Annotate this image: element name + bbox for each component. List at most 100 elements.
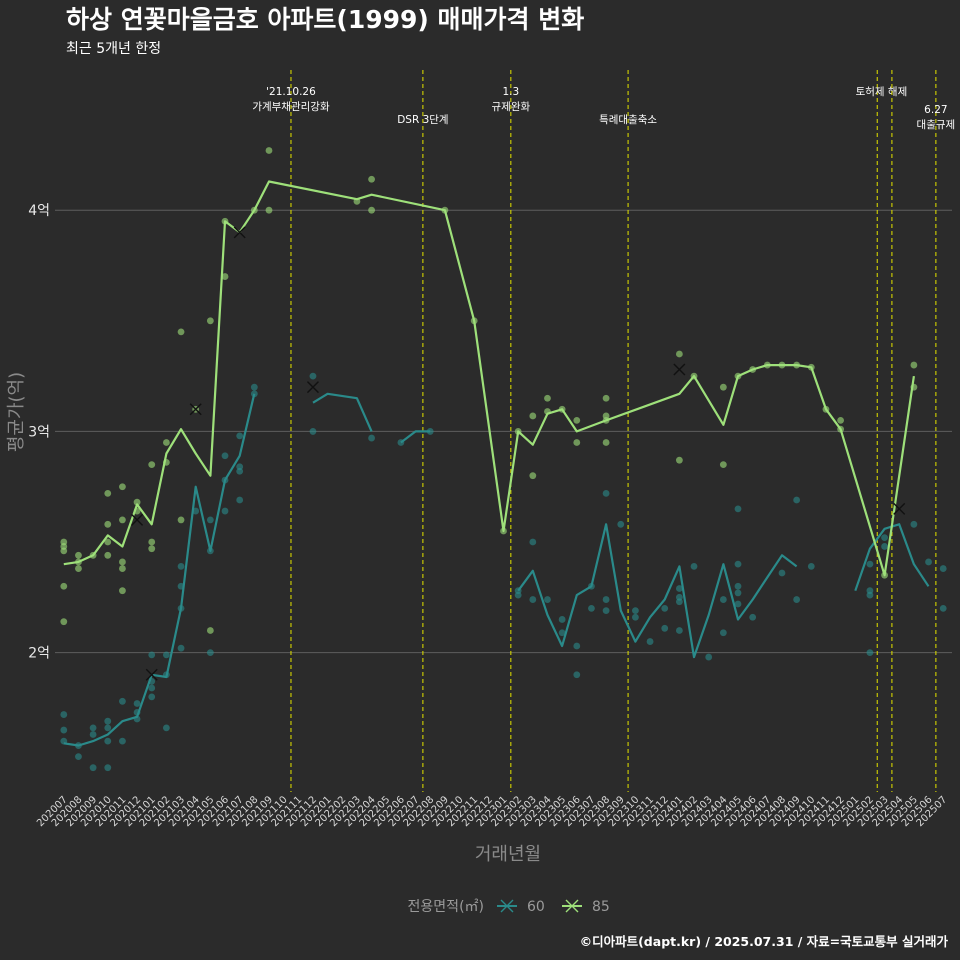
series-lines: [63, 180, 930, 747]
series-85-point: [148, 545, 156, 553]
series-60-point: [573, 642, 581, 650]
series-85-point: [119, 516, 126, 524]
series-60-point: [104, 724, 112, 732]
series-60-point: [632, 613, 639, 621]
series-60-line: [63, 393, 256, 747]
series-60-point: [250, 383, 258, 391]
event-label: '21.10.26: [266, 86, 316, 98]
series-60-cross-marker: [306, 381, 319, 394]
series-60-point: [734, 560, 742, 568]
series-60-point: [529, 538, 537, 546]
series-85-point: [544, 394, 551, 402]
series-85-point: [104, 520, 112, 528]
series-60-point: [734, 505, 742, 513]
series-85-point: [104, 489, 112, 497]
y-tick-label: 2억: [28, 646, 50, 662]
series-60-point: [148, 684, 156, 692]
series-60-point: [778, 569, 786, 577]
series-85-point: [573, 416, 581, 424]
series-60-line: [517, 523, 798, 659]
series-85-point: [573, 439, 581, 446]
series-85-point: [119, 587, 126, 595]
series-85-point: [675, 456, 683, 464]
series-85-point: [529, 412, 537, 420]
series-60-point: [602, 596, 610, 603]
series-60-point: [89, 764, 97, 772]
series-85-point: [104, 538, 112, 546]
series-60-point: [104, 764, 112, 772]
series-85-point: [221, 273, 229, 280]
event-label: DSR 3단계: [397, 114, 448, 126]
series-60-point: [221, 507, 229, 515]
series-85-point: [602, 439, 610, 446]
legend-title: 전용면적(㎡): [408, 899, 484, 915]
series-85-point: [119, 565, 126, 572]
gridlines: [55, 209, 952, 654]
series-85-point: [177, 328, 185, 336]
series-85-point: [719, 383, 727, 391]
series-60-point: [910, 520, 918, 528]
series-85-point: [75, 565, 82, 572]
series-85-point: [910, 361, 918, 369]
series-60-point: [939, 565, 947, 572]
series-60-point: [734, 582, 742, 590]
series-60-point: [236, 496, 244, 504]
series-85-point: [75, 551, 82, 559]
series-60-point: [60, 711, 68, 718]
series-85-point: [719, 461, 727, 469]
series-85-point: [162, 439, 170, 446]
series-60-point: [368, 434, 375, 442]
series-85-point: [60, 547, 68, 555]
series-markers: [131, 226, 906, 681]
series-60-point: [104, 737, 112, 745]
series-60-line: [400, 430, 431, 444]
series-60-point: [719, 596, 727, 603]
series-60-point: [177, 644, 185, 652]
event-label: 6.27: [924, 104, 947, 116]
series-60-point: [866, 560, 874, 568]
series-60-point: [675, 627, 683, 634]
series-85-cross-marker: [233, 226, 246, 239]
series-85-point: [206, 627, 214, 634]
series-60-point: [675, 585, 683, 592]
series-85-point: [60, 618, 68, 626]
series-60-point: [866, 649, 874, 657]
series-85-point: [529, 472, 537, 480]
series-85-cross-marker: [189, 403, 202, 416]
legend: 전용면적(㎡) 60 85: [408, 899, 610, 915]
series-85-line: [63, 180, 915, 577]
series-60-point: [514, 591, 522, 599]
chart-subtitle: 최근 5개년 한정: [66, 41, 161, 57]
series-60-point: [793, 596, 801, 603]
series-60-point: [793, 496, 801, 504]
series-85-cross-marker: [673, 363, 686, 376]
series-60-point: [939, 604, 947, 612]
series-60-point: [881, 543, 888, 550]
series-60-line: [312, 392, 373, 432]
series-60-point: [544, 596, 551, 603]
series-60-point: [236, 467, 244, 475]
series-60-point: [734, 589, 742, 597]
series-60-point: [162, 724, 170, 732]
series-60-point: [675, 598, 683, 606]
series-60-cross-marker: [145, 668, 158, 681]
series-60-point: [558, 629, 566, 637]
series-60-point: [89, 731, 97, 738]
series-60-point: [602, 607, 610, 615]
series-60-point: [690, 562, 698, 570]
series-60-point: [661, 624, 669, 632]
legend-key-cross-85: [565, 899, 579, 913]
event-label: 규제완화: [492, 100, 531, 113]
series-85-point: [60, 582, 68, 590]
series-85-point: [265, 206, 273, 214]
series-60-point: [119, 737, 126, 745]
series-60-point: [75, 753, 82, 761]
series-60-point: [177, 562, 185, 570]
series-60-point: [749, 613, 757, 621]
series-60-point: [807, 562, 815, 570]
series-60-point: [734, 600, 742, 608]
series-60-point: [309, 372, 317, 380]
series-60-point: [588, 604, 595, 612]
